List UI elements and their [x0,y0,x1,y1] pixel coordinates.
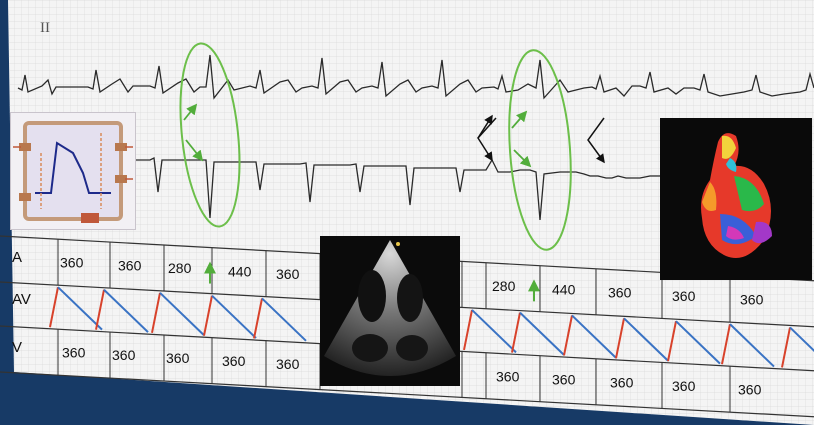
av-line-conduction [159,292,205,336]
ladder-v-value: 360 [672,378,696,394]
electroanatomic-map-thumbnail [660,118,812,280]
ladder-v-value: 360 [222,353,246,369]
ladder-v-value: 360 [552,371,576,387]
av-line-atrial [615,318,625,359]
av-line-atrial [781,327,791,368]
av-line-conduction [571,314,617,359]
ladder-v-value: 360 [166,350,190,366]
av-line-conduction [471,309,517,354]
echo-image [324,240,456,376]
black-arrow [477,114,493,139]
ladder-a-value: 360 [118,257,142,273]
ladder-a-value: 280 [168,260,192,276]
ladder-v-value: 360 [112,347,136,363]
green-arrow [183,103,198,121]
black-arrow [587,117,605,164]
highlight-ellipse-1 [179,42,241,228]
av-line-atrial [49,286,59,328]
av-line-conduction [675,320,721,365]
green-arrow [185,139,204,162]
ladder-a-value: 360 [276,266,300,282]
ladder-a-value: 360 [608,284,632,300]
ladder-v-value: 360 [62,344,86,360]
av-line-atrial [151,292,161,333]
ladder-a-value: 280 [492,278,516,294]
av-line-conduction [519,311,565,356]
cell-action-potential-thumbnail [10,112,136,230]
av-line-atrial [203,295,213,336]
av-line-atrial [511,312,521,353]
av-line-conduction [57,286,103,331]
ladder-v-value: 360 [276,356,300,372]
ladder-a-value: 440 [552,281,576,297]
av-line-conduction [789,326,814,352]
ladder-a-value: 360 [740,292,764,308]
lead-label: II [40,20,50,36]
ladder-v-value: 360 [738,382,762,398]
av-line-atrial [667,320,677,362]
ecg-trace-lower [135,157,660,221]
3d-heart-map [701,133,772,258]
ladder-row-label: AV [12,291,31,308]
green-arrow [511,110,528,129]
ladder-v-value: 360 [610,375,634,391]
av-line-conduction [261,297,307,342]
highlight-ellipse-2 [508,49,572,251]
cell-diagram [13,121,133,223]
ladder-row-label: V [12,339,22,356]
av-line-atrial [463,309,473,351]
av-line-atrial [563,315,573,356]
ladder-row-border [0,371,814,418]
av-line-atrial [253,298,263,339]
ladder-a-value: 360 [60,254,84,270]
av-line-atrial [721,323,731,365]
av-line-conduction [729,323,775,368]
green-arrow [513,149,532,168]
av-line-atrial [95,289,105,330]
av-line-conduction [103,289,149,333]
av-line-conduction [211,294,257,339]
ladder-a-value: 360 [672,288,696,304]
ladder-a-value: 440 [228,264,252,280]
echocardiogram-thumbnail [320,236,460,386]
ladder-v-value: 360 [496,368,520,384]
ecg-trace-lead-ii [17,54,814,100]
ladder-diagram: A AV V 360 360 280 440 360 280 440 360 360 360 360 360… [0,235,814,418]
av-line-conduction [623,317,669,362]
ladder-row-label: A [12,249,22,266]
